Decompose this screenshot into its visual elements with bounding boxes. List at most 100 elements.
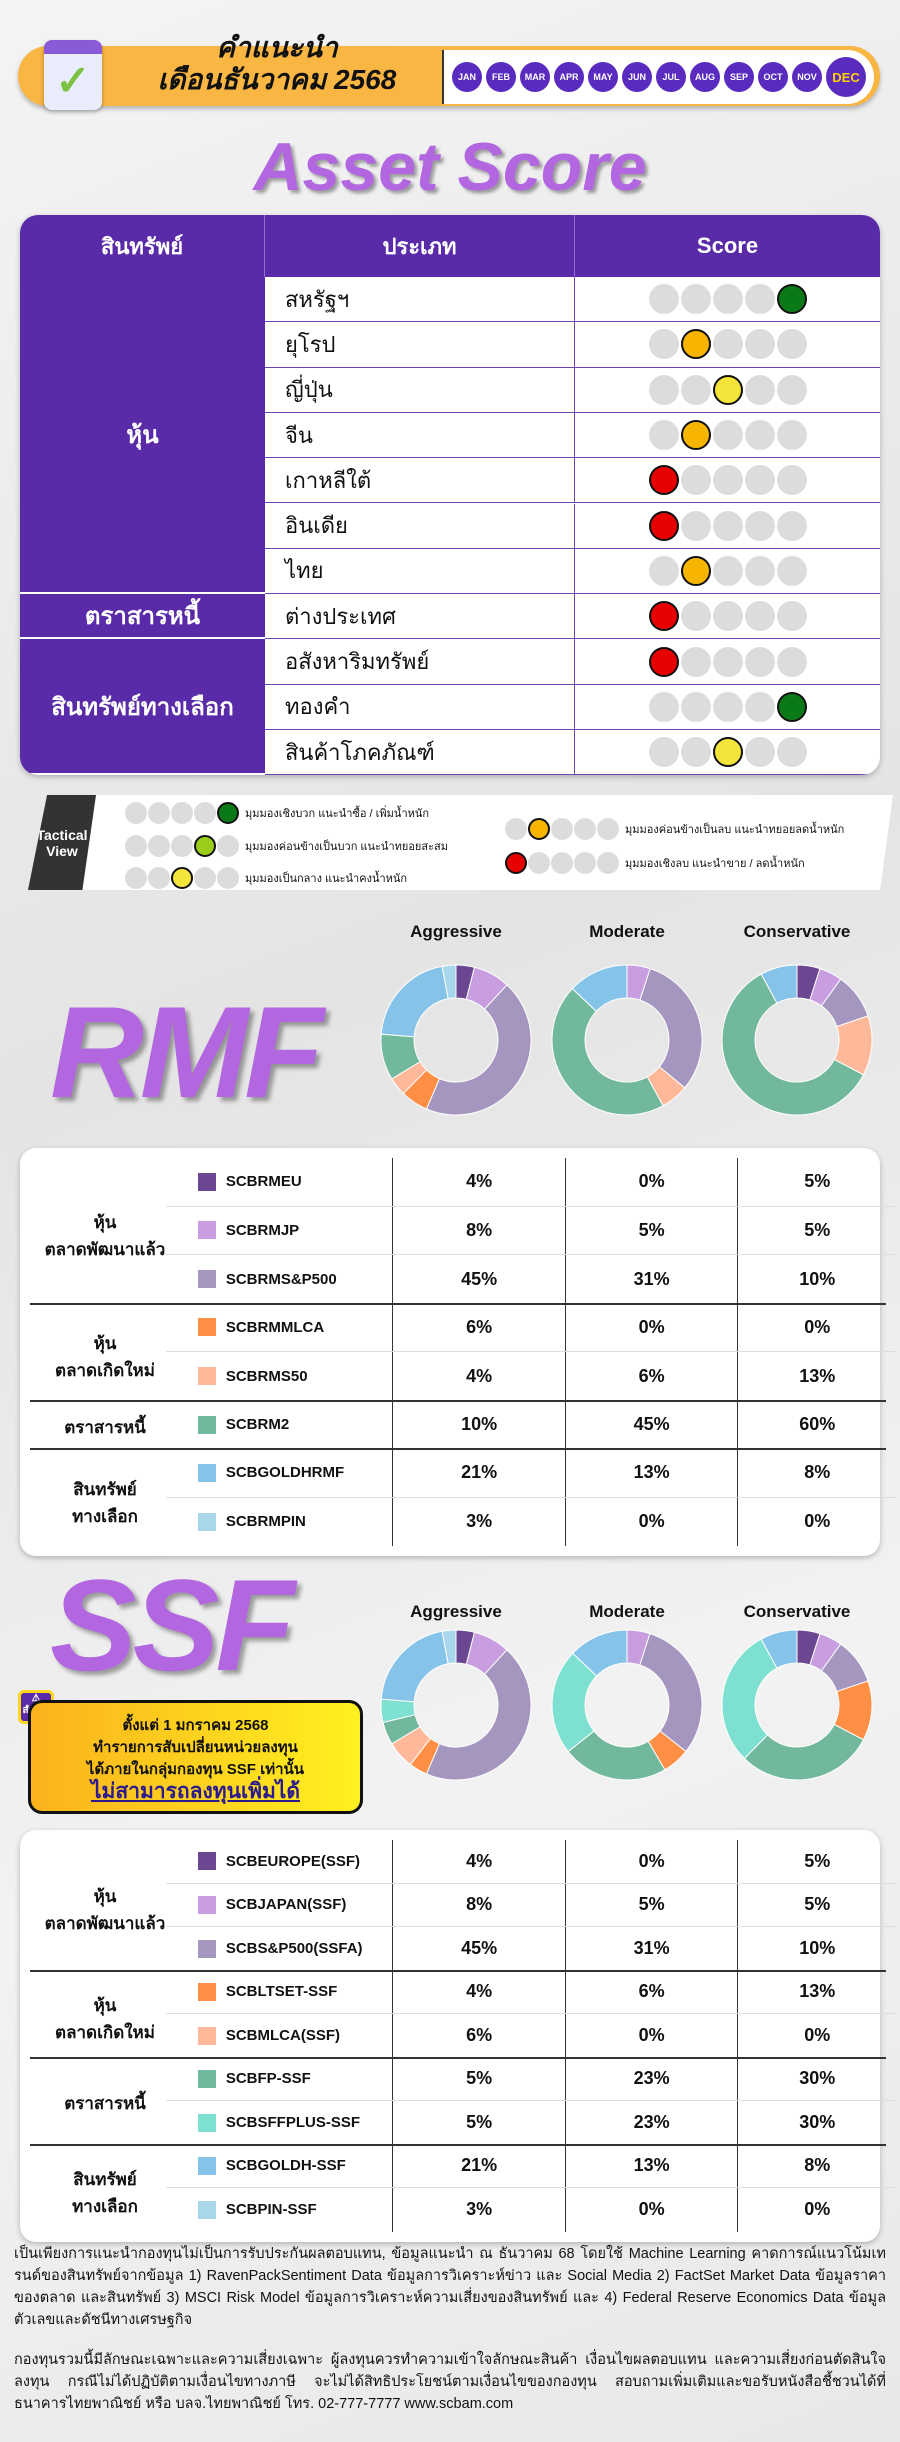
allocation-aggressive: 4%: [392, 1970, 565, 2013]
month-jun: JUN: [622, 62, 652, 92]
asset-type-label: อินเดีย: [265, 503, 575, 548]
score-dot-empty: [744, 465, 775, 496]
portfolio-heading-moderate: Moderate: [589, 922, 665, 941]
group-separator: [30, 1302, 886, 1305]
asset-group: ตราสารหนี้: [20, 594, 265, 640]
score-dot-empty: [171, 835, 193, 857]
allocation-moderate: 0%: [564, 1158, 738, 1206]
disclaimer-p1: เป็นเพียงการแนะนำกองทุนไม่เป็นการรับประก…: [14, 2246, 886, 2328]
fund-group-label: สินทรัพย์ทางเลือก: [30, 2166, 180, 2220]
fund-group-label: ตราสารหนี้: [30, 2090, 180, 2117]
donut-slice-scbsffplus-ssf: [721, 1638, 778, 1760]
portfolio-heading-moderate: Moderate: [589, 1602, 665, 1621]
score-indicator: [712, 737, 743, 768]
score-dot-empty: [148, 802, 170, 824]
score-dots: [575, 504, 880, 548]
fund-name: SCBMLCA(SSF): [225, 2027, 340, 2045]
group-line1: หุ้น: [93, 1334, 117, 1353]
allocation-aggressive: 6%: [392, 2014, 565, 2058]
score-indicator: [776, 284, 807, 315]
allocation-moderate: 0%: [564, 2014, 738, 2058]
donut-slice-scbgoldhrmf: [380, 965, 449, 1038]
group-line2: ตลาดเกิดใหม่: [55, 1361, 155, 1380]
fund-color-swatch: [198, 1852, 216, 1871]
header-asset: สินทรัพย์: [20, 215, 265, 277]
asset-type-label: ทองคำ: [265, 684, 575, 729]
score-dot-empty: [597, 852, 619, 874]
allocation-moderate: 0%: [564, 1840, 738, 1883]
score-indicator: [680, 329, 711, 360]
score-dot-empty: [744, 510, 775, 541]
allocation-moderate: 45%: [564, 1400, 738, 1449]
score-dot-empty: [148, 867, 170, 889]
portfolio-heading-conservative: Conservative: [743, 922, 851, 941]
asset-type-label: จีน: [265, 412, 575, 458]
allocation-aggressive: 8%: [392, 1206, 565, 1254]
fund-group-label: สินทรัพย์ ทางเลือก: [30, 1476, 180, 1530]
allocation-aggressive: 3%: [392, 2188, 565, 2232]
score-dot-empty: [712, 510, 743, 541]
fund-name: SCBRMJP: [225, 1221, 300, 1239]
score-indicator: [528, 818, 550, 840]
allocation-aggressive: 5%: [392, 2057, 565, 2100]
ssf-warning-box: ตั้งแต่ 1 มกราคม 2568 ทำรายการสับเปลี่ยน…: [28, 1700, 363, 1814]
score-dot-empty: [712, 284, 743, 315]
legend-text: มุมมองเป็นกลาง แนะนำคงน้ำหนัก: [245, 873, 408, 885]
group-line2: ทางเลือก: [72, 2197, 138, 2216]
allocation-conservative: 0%: [737, 1303, 896, 1351]
fund-row: SCBRM2 10% 45% 60%: [166, 1400, 896, 1449]
allocation-moderate: 23%: [564, 2101, 738, 2145]
allocation-aggressive: 3%: [392, 1497, 565, 1546]
fund-group-label: หุ้น ตลาดเกิดใหม่: [30, 1992, 180, 2046]
donut-slice-scbpin-ssf: [441, 1629, 457, 1665]
portfolio-heading-aggressive: Aggressive: [410, 1602, 502, 1621]
fund-name: SCBRMS&P500: [225, 1270, 337, 1288]
month-jan: JAN: [452, 62, 482, 92]
group-line1: หุ้น: [93, 1996, 117, 2015]
score-row: ญี่ปุ่น: [265, 367, 880, 413]
asset-score-table: สินทรัพย์ ประเภท Score หุ้น ตราสารหนี้ สิน…: [20, 215, 880, 775]
fund-name: SCBJAPAN(SSF): [225, 1896, 347, 1914]
allocation-moderate: 0%: [564, 1497, 738, 1546]
score-indicator: [648, 510, 679, 541]
allocation-moderate: 13%: [564, 2144, 738, 2187]
legend-item: มุมมองเชิงลบ แนะนำขาย / ลดน้ำหนัก: [505, 852, 805, 874]
score-dot-empty: [744, 737, 775, 768]
fund-color-swatch: [198, 2069, 216, 2088]
donut-slice-scbrmpin: [441, 964, 457, 1000]
score-dot-empty: [744, 601, 775, 632]
donut-rmf-moderate: [551, 964, 703, 1116]
score-row: สินค้าโภคภัณฑ์: [265, 730, 880, 775]
group-line1: หุ้น: [93, 1887, 117, 1907]
group-line1: ตราสารหนี้: [64, 2094, 146, 2113]
fund-row: SCBRMEU 4% 0% 5%: [166, 1158, 896, 1207]
score-indicator: [171, 867, 193, 889]
banner-line1: คำแนะนำ: [216, 32, 338, 63]
month-sep: SEP: [724, 62, 754, 92]
portfolio-heading-aggressive: Aggressive: [410, 922, 502, 941]
donut-ssf-aggressive: [380, 1629, 532, 1781]
score-dot-empty: [744, 420, 775, 451]
score-indicator: [712, 374, 743, 405]
asset-type-label: ไทย: [265, 548, 575, 594]
asset-type-label: อสังหาริมทรัพย์: [265, 639, 575, 684]
fund-color-swatch: [198, 1512, 216, 1531]
allocation-conservative: 0%: [737, 1497, 896, 1546]
group-line1: สินทรัพย์: [73, 2170, 137, 2189]
allocation-conservative: 5%: [737, 1158, 896, 1206]
fund-name: SCBFP-SSF: [225, 2070, 311, 2088]
fund-name: SCBRM2: [225, 1416, 290, 1434]
donut-slice-scbrm2: [551, 987, 664, 1116]
allocation-conservative: 10%: [737, 1927, 896, 1971]
score-dots: [575, 322, 880, 366]
score-dot-empty: [712, 420, 743, 451]
fund-color-swatch: [198, 1939, 216, 1958]
score-dot-empty: [680, 284, 711, 315]
score-dot-empty: [680, 374, 711, 405]
ssf-title: SSF: [50, 1552, 295, 1698]
fund-row: SCBRMJP 8% 5% 5%: [166, 1206, 896, 1255]
fund-name: SCBEUROPE(SSF): [225, 1852, 361, 1870]
score-indicator: [505, 852, 527, 874]
score-dot-empty: [574, 852, 596, 874]
score-dots: [575, 685, 880, 729]
